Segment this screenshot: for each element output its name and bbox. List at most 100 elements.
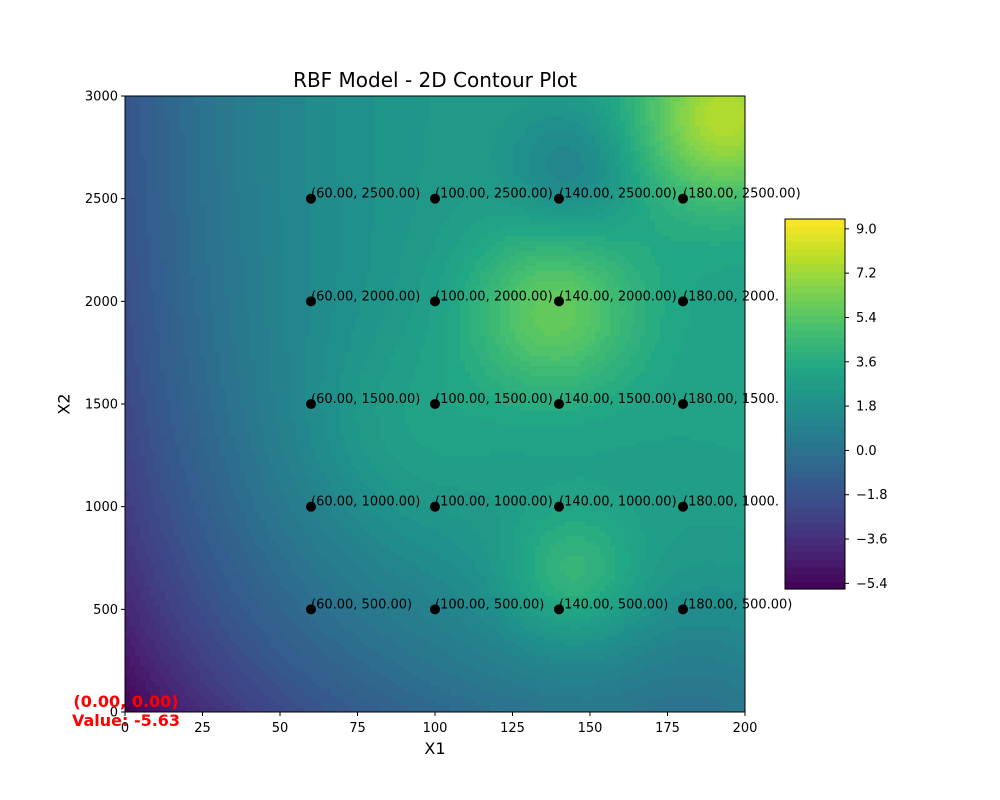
contour-cell: [505, 181, 511, 187]
contour-cell: [195, 291, 201, 297]
contour-cell: [290, 211, 296, 217]
contour-cell: [605, 126, 611, 132]
contour-cell: [260, 116, 266, 122]
contour-cell: [590, 246, 596, 252]
contour-cell: [270, 291, 276, 297]
contour-cell: [630, 156, 636, 162]
contour-cell: [155, 161, 161, 167]
contour-cell: [715, 101, 721, 107]
contour-cell: [235, 266, 241, 272]
contour-cell: [525, 251, 531, 257]
contour-cell: [185, 211, 191, 217]
contour-cell: [395, 236, 401, 242]
contour-cell: [695, 216, 701, 222]
contour-cell: [205, 201, 211, 207]
contour-cell: [720, 101, 726, 107]
contour-cell: [525, 256, 531, 262]
contour-cell: [445, 181, 451, 187]
contour-cell: [255, 176, 261, 182]
contour-cell: [195, 221, 201, 227]
contour-cell: [740, 181, 745, 187]
contour-cell: [435, 251, 441, 257]
contour-cell: [210, 186, 216, 192]
contour-cell: [500, 126, 506, 132]
contour-cell: [510, 241, 516, 247]
contour-cell: [470, 146, 476, 152]
contour-cell: [560, 276, 566, 282]
contour-cell: [705, 96, 711, 102]
contour-cell: [315, 186, 321, 192]
contour-cell: [185, 181, 191, 187]
contour-cell: [340, 131, 346, 137]
contour-cell: [260, 271, 266, 277]
contour-cell: [355, 281, 361, 287]
contour-cell: [670, 106, 676, 112]
contour-cell: [440, 256, 446, 262]
contour-cell: [475, 106, 481, 112]
contour-cell: [560, 146, 566, 152]
contour-cell: [675, 236, 681, 242]
contour-cell: [605, 251, 611, 257]
contour-cell: [700, 261, 706, 267]
contour-cell: [635, 136, 641, 142]
contour-cell: [305, 261, 311, 267]
contour-cell: [495, 266, 501, 272]
contour-cell: [225, 161, 231, 167]
contour-cell: [650, 271, 656, 277]
contour-cell: [505, 241, 511, 247]
contour-cell: [600, 111, 606, 117]
contour-cell: [130, 276, 136, 282]
contour-cell: [155, 276, 161, 282]
contour-cell: [665, 281, 671, 287]
contour-cell: [330, 251, 336, 257]
contour-cell: [485, 271, 491, 277]
contour-cell: [130, 121, 136, 127]
contour-cell: [380, 186, 386, 192]
contour-cell: [380, 201, 386, 207]
contour-cell: [390, 211, 396, 217]
contour-cell: [210, 106, 216, 112]
contour-cell: [180, 121, 186, 127]
contour-cell: [565, 236, 571, 242]
contour-cell: [630, 261, 636, 267]
contour-cell: [440, 226, 446, 232]
contour-cell: [650, 176, 656, 182]
contour-cell: [130, 96, 136, 102]
contour-cell: [130, 176, 136, 182]
contour-cell: [195, 261, 201, 267]
contour-cell: [470, 161, 476, 167]
contour-cell: [275, 196, 281, 202]
contour-cell: [560, 121, 566, 127]
contour-cell: [450, 146, 456, 152]
contour-cell: [570, 171, 576, 177]
contour-cell: [205, 231, 211, 237]
contour-cell: [535, 116, 541, 122]
contour-cell: [150, 276, 156, 282]
contour-cell: [395, 276, 401, 282]
contour-cell: [455, 111, 461, 117]
contour-cell: [285, 246, 291, 252]
contour-cell: [515, 191, 521, 197]
contour-cell: [530, 261, 536, 267]
contour-cell: [480, 146, 486, 152]
contour-cell: [330, 256, 336, 262]
contour-cell: [545, 201, 551, 207]
contour-cell: [325, 236, 331, 242]
contour-cell: [485, 106, 491, 112]
contour-cell: [580, 186, 586, 192]
contour-cell: [400, 116, 406, 122]
contour-cell: [355, 271, 361, 277]
contour-cell: [405, 271, 411, 277]
contour-cell: [300, 151, 306, 157]
contour-cell: [705, 161, 711, 167]
contour-cell: [660, 231, 666, 237]
contour-cell: [400, 261, 406, 267]
contour-cell: [240, 281, 246, 287]
contour-cell: [225, 156, 231, 162]
contour-cell: [140, 256, 146, 262]
contour-cell: [535, 246, 541, 252]
contour-cell: [720, 116, 726, 122]
contour-cell: [135, 186, 141, 192]
contour-cell: [280, 191, 286, 197]
contour-cell: [635, 176, 641, 182]
